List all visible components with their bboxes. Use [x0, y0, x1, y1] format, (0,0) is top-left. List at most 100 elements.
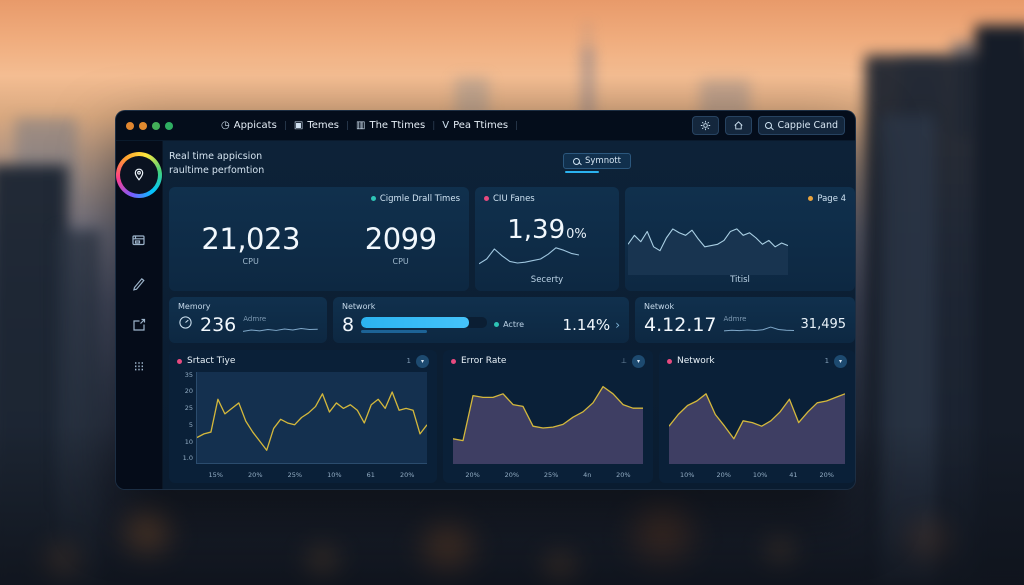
menu-item-temes[interactable]: ▣ Temes	[294, 120, 339, 131]
window-control-dot[interactable]	[152, 121, 160, 130]
error-rate-area-chart	[453, 374, 644, 464]
menu-item-pea-ttimes[interactable]: Ⅴ Pea Ttimes	[442, 120, 508, 131]
window-control-dot[interactable]	[139, 121, 147, 130]
teal-dot-icon	[494, 322, 500, 327]
ciu-value-group: 1,39 0%	[475, 215, 619, 245]
network-percent: 1.14%	[562, 315, 611, 334]
stat-label: CPU	[392, 256, 409, 266]
cpu-stat-primary: 21,023 CPU	[201, 222, 300, 266]
top-menu: ◷ Appicats | ▣ Temes | ▥ The Ttimes | Ⅴ …	[221, 120, 518, 131]
search-button-label: Cappie Cand	[777, 120, 838, 131]
browser-windows-icon	[132, 235, 145, 246]
x-tick-label: 20%	[504, 470, 520, 479]
chart-badge: 1	[824, 357, 830, 365]
background-tower-antenna	[586, 22, 589, 56]
start-time-line-chart	[197, 372, 427, 463]
chart-title: Error Rate	[461, 356, 507, 366]
chart-options-button[interactable]: ▾	[632, 354, 646, 368]
stat-label: CPU	[242, 256, 259, 266]
start-time-chart-card: Srtact Tiye 1 ▾ 35 20 25 5	[169, 349, 437, 483]
settings-button[interactable]	[692, 116, 720, 135]
start-time-plot-area	[196, 371, 427, 464]
page-title-line2: raultime perfomtion	[169, 165, 265, 177]
titlebar-actions: Cappie Cand	[692, 116, 845, 135]
stat-value: 2099	[364, 221, 437, 256]
x-tick-label: 25%	[543, 470, 559, 479]
menu-separator: |	[515, 120, 519, 131]
pink-dot-icon	[177, 358, 182, 364]
ciu-footer-label: Secerty	[530, 274, 564, 285]
window-control-dot[interactable]	[165, 121, 173, 130]
chart-options-button[interactable]: ▾	[834, 354, 848, 368]
background-tower-spire	[583, 48, 593, 118]
chart-title: Network	[677, 356, 715, 366]
bar-chart-icon: ▥	[356, 120, 366, 131]
x-tick-label: 10%	[752, 470, 768, 479]
x-tick-label: 15%	[208, 470, 223, 479]
error-rate-plot-area	[453, 374, 644, 464]
x-tick-label: 10%	[327, 470, 342, 479]
search-icon	[573, 157, 580, 165]
netwok-card: Netwok 4.12.17 Admre 31,495	[635, 296, 855, 343]
sidebar	[116, 141, 163, 489]
x-tick-label: 20%	[399, 470, 415, 479]
search-button[interactable]: Cappie Cand	[758, 116, 845, 135]
sidebar-item-grid[interactable]	[124, 352, 154, 382]
memory-card: Memory 236 Admre	[169, 296, 327, 343]
search-icon	[765, 122, 773, 129]
grid-keypad-icon	[135, 362, 143, 371]
page4-legend-label: Page 4	[817, 193, 847, 204]
x-axis-labels: 20% 20% 25% 4n 20%	[453, 467, 643, 479]
menu-item-the-ttimes[interactable]: ▥ The Ttimes	[356, 120, 425, 131]
home-icon	[734, 121, 744, 130]
menu-item-label: The Ttimes	[369, 120, 426, 131]
pink-dot-icon	[484, 196, 489, 201]
ciu-unit: 0%	[566, 226, 587, 242]
pencil-icon	[133, 277, 145, 291]
memory-sparkline-chart	[243, 323, 318, 335]
network-area-chart	[669, 374, 846, 464]
netwok-right-value: 31,495	[800, 317, 847, 332]
menu-separator: |	[283, 120, 287, 131]
ciu-sparkline-chart	[479, 231, 579, 271]
menu-item-label: Pea Ttimes	[453, 120, 509, 131]
page4-chart-card: Page 4 Titisl	[625, 186, 855, 291]
network-status: Actre	[494, 320, 524, 329]
x-tick-label: 25%	[287, 470, 303, 479]
chart-options-button[interactable]: ▾	[416, 354, 429, 368]
sidebar-item-windows[interactable]	[124, 226, 154, 256]
sidebar-item-export-chart[interactable]	[124, 310, 154, 340]
dashboard-window: ◷ Appicats | ▣ Temes | ▥ The Ttimes | Ⅴ …	[115, 110, 856, 490]
x-tick-label: 4n	[583, 470, 592, 479]
chart-badge: 1	[406, 357, 411, 365]
memory-title: Memory	[178, 301, 211, 311]
summon-button-label: Symnott	[585, 156, 621, 166]
ciu-legend: CIU Fanes	[484, 194, 535, 204]
network-title: Network	[342, 301, 376, 311]
summon-button[interactable]: Symnott	[563, 153, 631, 169]
network-plot-area	[669, 374, 846, 464]
window-control-dot[interactable]	[126, 121, 134, 130]
chevron-right-icon[interactable]: ›	[615, 317, 620, 332]
page-title-line1: Real time appicsion	[169, 151, 263, 162]
location-pin-icon	[134, 168, 144, 181]
menu-item-appicats[interactable]: ◷ Appicats	[221, 120, 277, 131]
home-button[interactable]	[725, 116, 753, 135]
gauge-icon	[178, 315, 193, 334]
page4-area-chart	[628, 211, 788, 275]
menu-item-label: Appicats	[233, 120, 277, 131]
y-tick-label: 35	[184, 370, 193, 379]
x-tick-label: 41	[789, 470, 798, 479]
app-logo[interactable]	[116, 152, 162, 198]
netwok-title: Netwok	[644, 301, 675, 311]
y-tick-label: 5	[188, 420, 193, 429]
menu-item-label: Temes	[307, 120, 339, 131]
gear-icon	[701, 120, 711, 131]
sidebar-item-edit[interactable]	[124, 268, 154, 298]
x-tick-label: 20%	[616, 470, 631, 479]
overview-stats-card: Cigmle Drall Times 21,023 CPU 2099 CPU	[169, 186, 469, 291]
cpu-stat-secondary: 2099 CPU	[365, 222, 437, 266]
page4-footer-label: Titisl	[730, 274, 750, 285]
teal-dot-icon	[370, 196, 376, 201]
y-tick-label: 20	[184, 387, 193, 396]
